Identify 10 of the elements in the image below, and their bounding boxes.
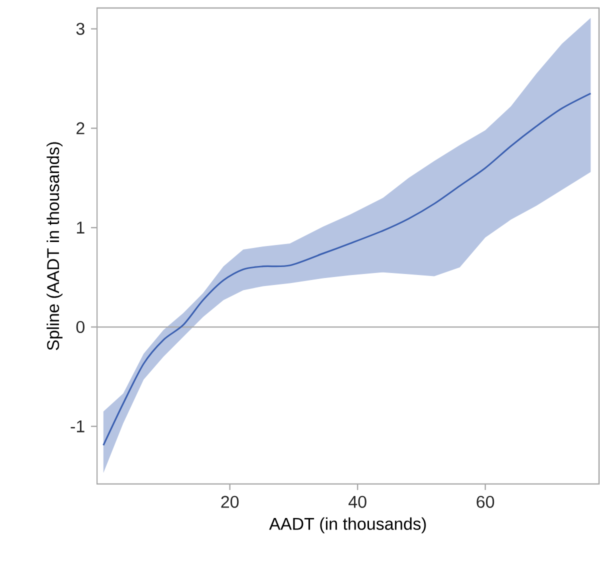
y-tick-label: 3 [76,22,84,35]
y-tick-label: -1 [70,420,84,432]
y-tick-label: 2 [76,122,84,134]
x-tick-label: 60 [476,496,494,508]
x-tick-label: 20 [221,496,239,508]
x-tick-label: 40 [348,496,366,508]
y-axis-title: Spline (AADT in thousands) [46,142,62,350]
y-tick-label: 1 [76,222,84,234]
y-tick-label: 0 [76,320,84,333]
x-axis-title: AADT (in thousands) [269,517,426,534]
